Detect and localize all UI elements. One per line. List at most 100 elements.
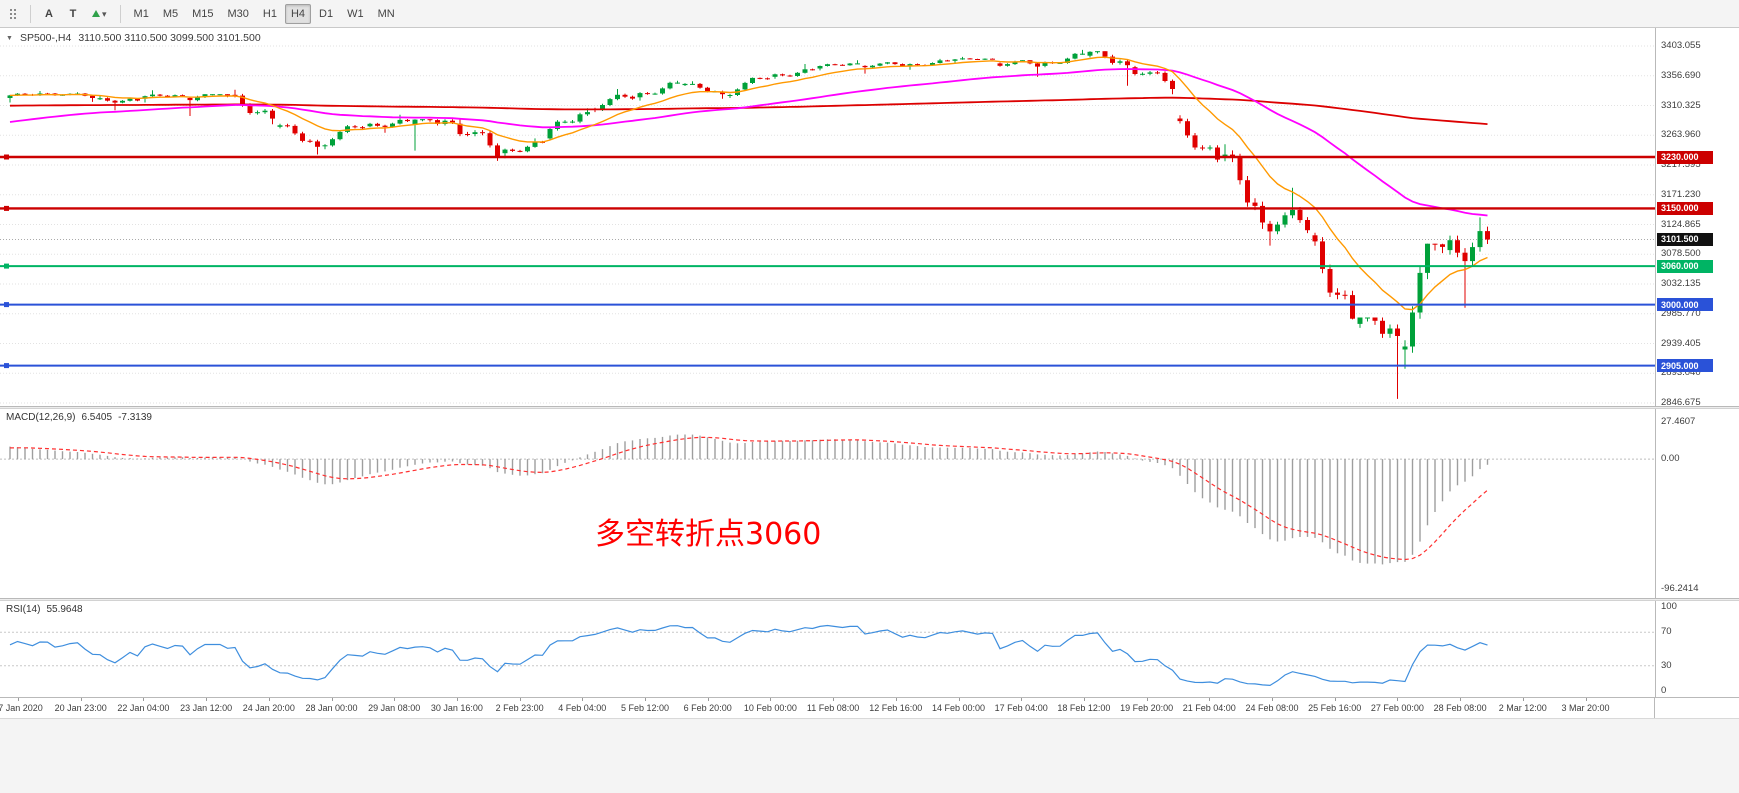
macd-axis-label: 0.00 — [1661, 453, 1680, 465]
rsi-axis-label: 30 — [1661, 659, 1672, 671]
collapse-icon[interactable]: ▼ — [6, 34, 13, 42]
time-axis-label: 6 Feb 20:00 — [683, 703, 732, 713]
timeframe-button-m30[interactable]: M30 — [222, 4, 255, 24]
time-axis-tick — [1397, 698, 1399, 701]
time-axis-tick — [1272, 698, 1273, 701]
symbol-period-label: SP500-,H4 — [19, 32, 72, 44]
text-tool-button[interactable]: T — [62, 4, 84, 24]
ohlc-values: 3110.500 3110.500 3099.500 3101.500 — [78, 32, 261, 44]
price-axis-label: 3217.595 — [1661, 159, 1701, 170]
hline-price-badge: 3000.000 — [1657, 298, 1713, 312]
rsi-label: RSI(14) 55.9648 — [6, 604, 89, 615]
time-axis-tick — [18, 698, 19, 701]
price-panel: 3403.055 3356.690 3310.325 3263.960 3217.595… — [0, 28, 1739, 406]
timeframe-button-d1[interactable]: D1 — [313, 4, 339, 24]
time-axis-tick — [268, 698, 270, 701]
price-axis-label: 3403.055 — [1661, 40, 1701, 51]
time-axis-label: 24 Jan 20:00 — [242, 703, 295, 713]
time-axis-tick — [80, 698, 82, 701]
time-axis[interactable]: 17 Jan 2020 20 Jan 23:00 22 Jan 04:00 23 Ja… — [0, 697, 1739, 718]
time-axis-label: 24 Feb 08:00 — [1245, 703, 1299, 713]
macd-panel: 27.4607 0.00 -96.2414 MACD(12,26,9) 6.5405-… — [0, 409, 1739, 598]
rsi-axis-label: 100 — [1661, 601, 1677, 612]
panel-splitter[interactable] — [0, 406, 1739, 409]
time-axis-label: 22 Jan 04:00 — [117, 703, 170, 713]
time-axis-label: 10 Feb 00:00 — [743, 703, 797, 713]
toolbar: A T ▾ M1 M5 M15 M30 H1 H4 D1 W1 MN — [0, 0, 1739, 28]
shape-icon — [92, 9, 100, 17]
price-scale[interactable]: 3403.055 3356.690 3310.325 3263.960 3217.595… — [1655, 28, 1739, 406]
time-axis-label: 17 Jan 2020 — [0, 703, 43, 713]
time-axis-label: 14 Feb 00:00 — [931, 703, 986, 713]
time-axis-label: 3 Mar 20:00 — [1561, 703, 1610, 713]
macd-scale: 27.4607 0.00 -96.2414 — [1655, 409, 1739, 598]
time-axis-tick — [1585, 698, 1587, 701]
drawing-tools-dropdown[interactable]: ▾ — [86, 4, 113, 24]
price-axis-label: 2846.675 — [1661, 397, 1701, 406]
time-axis-label: 11 Feb 08:00 — [806, 703, 860, 713]
timeframe-group: M1 M5 M15 M30 H1 H4 D1 W1 MN — [127, 3, 402, 24]
time-axis-tick — [770, 698, 772, 701]
annotation-text: 多空转折点3060 — [595, 517, 822, 552]
panel-splitter[interactable] — [0, 598, 1739, 601]
time-axis-label: 12 Feb 16:00 — [869, 703, 923, 713]
macd-label: MACD(12,26,9) 6.5405 -7.3139 — [6, 412, 158, 423]
time-axis-tick — [1334, 698, 1336, 701]
macd-value: 6.5405 — [81, 412, 113, 423]
time-axis-label: 2 Feb 23:00 — [495, 703, 544, 713]
timeframe-button-h1[interactable]: H1 — [257, 4, 283, 24]
rsi-value: 55.9648 — [46, 604, 83, 615]
time-axis-label: 18 Feb 12:00 — [1057, 703, 1111, 713]
price-axis-label: 3032.135 — [1661, 278, 1701, 289]
hline-price-badge: 3230.000 — [1657, 150, 1713, 164]
time-axis-tick — [456, 698, 458, 701]
rsi-axis-label: 70 — [1661, 626, 1672, 638]
price-axis-label: 3263.960 — [1661, 129, 1701, 141]
rsi-panel: 100 70 30 0 RSI(14) 55.9648 — [0, 601, 1739, 697]
toolbar-separator — [30, 4, 31, 23]
price-axis-label: 3124.865 — [1661, 218, 1701, 230]
time-axis-tick — [143, 698, 145, 701]
time-axis-tick — [645, 698, 646, 701]
toolbar-separator — [119, 4, 121, 23]
timeframe-button-m5[interactable]: M5 — [157, 4, 184, 24]
price-chart-canvas[interactable] — [0, 28, 1655, 406]
timeframe-button-m1[interactable]: M1 — [128, 4, 155, 24]
time-axis-label: 25 Feb 16:00 — [1308, 703, 1362, 713]
time-axis-tick — [833, 698, 835, 701]
time-axis-label: 17 Feb 04:00 — [994, 703, 1048, 713]
drag-dots-icon[interactable] — [6, 6, 22, 22]
time-axis-tick — [1460, 698, 1462, 701]
time-axis-tick — [1522, 698, 1524, 701]
time-axis-tick — [519, 698, 521, 701]
chart-title: ▼ SP500-,H4 3110.500 3110.500 3099.500 3… — [6, 32, 261, 44]
macd-canvas[interactable] — [0, 409, 1655, 598]
time-axis-label: 30 Jan 16:00 — [430, 703, 483, 713]
timeframe-button-mn[interactable]: MN — [372, 4, 401, 24]
rsi-canvas[interactable] — [0, 601, 1655, 697]
time-axis-tick — [331, 698, 333, 701]
macd-indicator-name: MACD(12,26,9) — [6, 412, 76, 423]
rsi-scale: 100 70 30 0 — [1655, 601, 1739, 697]
time-axis-tick — [1209, 698, 1211, 701]
timeframe-button-m15[interactable]: M15 — [186, 4, 219, 24]
time-axis-tick — [394, 698, 396, 701]
time-axis-label: 23 Jan 12:00 — [180, 703, 233, 713]
font-tool-button[interactable]: A — [38, 4, 60, 24]
time-axis-tick — [958, 698, 960, 701]
chart-window: 3403.055 3356.690 3310.325 3263.960 3217.595… — [0, 28, 1739, 793]
macd-axis-label: -96.2414 — [1661, 583, 1699, 594]
time-axis-label: 2 Mar 12:00 — [1498, 703, 1547, 713]
price-axis-label: 3310.325 — [1661, 99, 1701, 111]
hline-price-badge: 3150.000 — [1657, 201, 1713, 215]
timeframe-button-w1[interactable]: W1 — [341, 4, 370, 24]
time-axis-label: 19 Feb 20:00 — [1120, 703, 1174, 713]
timeframe-button-h4[interactable]: H4 — [284, 3, 312, 24]
hline-price-badge: 3060.000 — [1657, 259, 1713, 273]
price-axis-label: 2939.405 — [1661, 337, 1701, 349]
time-axis-tick — [1146, 698, 1148, 701]
time-axis-label: 29 Jan 08:00 — [368, 703, 421, 713]
time-axis-tick — [582, 698, 584, 701]
price-axis-label: 3171.230 — [1661, 188, 1701, 200]
